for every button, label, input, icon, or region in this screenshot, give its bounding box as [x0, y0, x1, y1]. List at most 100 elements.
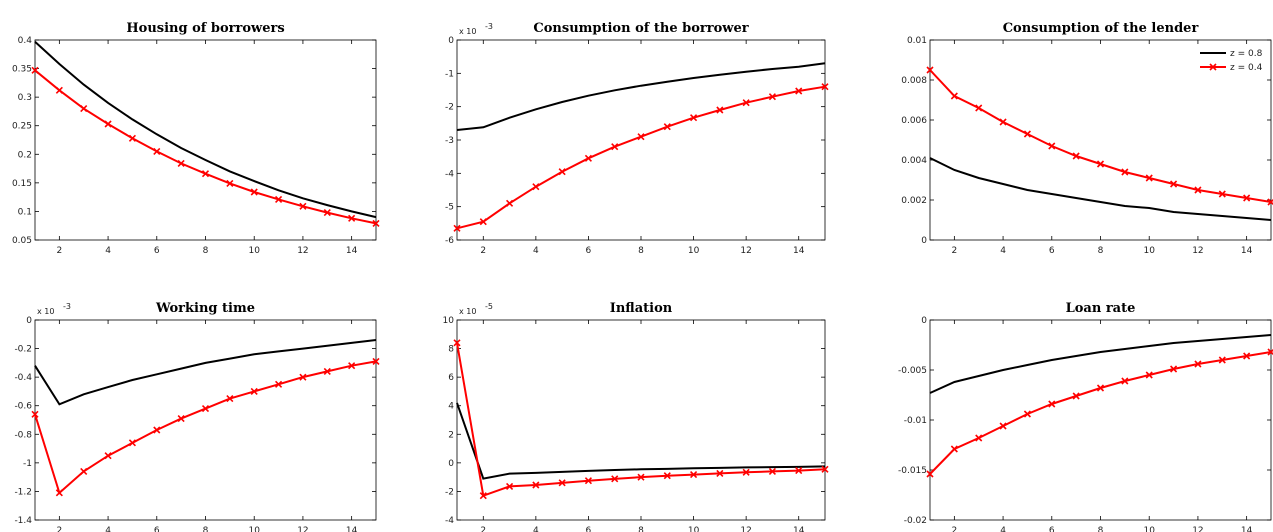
- data-point-marker: [1243, 194, 1251, 202]
- legend-label-1: z = 0.8: [1230, 49, 1263, 59]
- data-point-marker: [104, 452, 112, 460]
- chart-title: Inflation: [610, 301, 673, 316]
- x-tick-label: 14: [1241, 526, 1253, 532]
- x-tick-label: 10: [248, 246, 260, 256]
- y-tick-label: 0.01: [907, 36, 927, 46]
- y-tick-label: 10: [443, 316, 455, 326]
- series-line-1: [34, 339, 377, 406]
- data-point-marker: [31, 66, 39, 74]
- data-point-marker: [1023, 410, 1031, 418]
- x-tick-label: 2: [56, 246, 62, 256]
- data-point-marker: [1170, 365, 1178, 373]
- y-tick-label: 0.2: [18, 150, 32, 160]
- x-tick-label: 12: [1192, 246, 1203, 256]
- y-tick-label: -0.4: [14, 373, 32, 383]
- y-tick-label: -5: [445, 203, 454, 213]
- legend-label-2: z = 0.4: [1230, 63, 1263, 73]
- x-tick-label: 10: [1143, 246, 1155, 256]
- y-tick-label: 0.006: [901, 116, 927, 126]
- axis-multiplier: x 10: [459, 27, 476, 36]
- data-point-marker: [250, 188, 258, 196]
- x-tick-label: 14: [346, 246, 358, 256]
- chart-title: Housing of borrowers: [126, 21, 284, 36]
- data-point-marker: [1218, 190, 1226, 198]
- data-point-marker: [31, 410, 39, 418]
- data-point-marker: [690, 471, 698, 479]
- data-point-marker: [611, 475, 619, 483]
- data-point-marker: [506, 482, 514, 490]
- y-tick-label: -6: [445, 236, 454, 246]
- y-tick-label: -1: [23, 459, 32, 469]
- x-tick-label: 10: [1143, 526, 1155, 532]
- y-tick-label: 0: [921, 316, 927, 326]
- x-tick-label: 10: [248, 526, 260, 532]
- data-point-marker: [128, 439, 136, 447]
- y-tick-label: 0.35: [12, 65, 32, 75]
- y-tick-label: -1.2: [14, 487, 32, 497]
- x-tick-label: 2: [56, 526, 62, 532]
- data-point-marker: [999, 118, 1007, 126]
- x-tick-label: 14: [793, 246, 805, 256]
- data-point-marker: [226, 179, 234, 187]
- data-point-marker: [532, 481, 540, 489]
- data-point-marker: [153, 426, 161, 434]
- chart-title: Consumption of the borrower: [533, 21, 748, 36]
- data-point-marker: [1048, 400, 1056, 408]
- data-point-marker: [177, 159, 185, 167]
- y-tick-label: 0: [448, 36, 454, 46]
- legend-marker: [1209, 63, 1217, 71]
- y-tick-label: 0.05: [12, 236, 32, 246]
- y-tick-label: -4: [445, 516, 454, 526]
- data-point-marker: [532, 183, 540, 191]
- x-tick-label: 6: [1049, 526, 1055, 532]
- y-tick-label: -0.02: [904, 516, 927, 526]
- x-tick-label: 4: [105, 526, 111, 532]
- x-tick-label: 8: [638, 526, 644, 532]
- y-tick-label: -0.2: [14, 345, 32, 355]
- x-tick-label: 4: [105, 246, 111, 256]
- plot-frame: [456, 319, 826, 521]
- data-point-marker: [80, 105, 88, 113]
- data-point-marker: [999, 422, 1007, 430]
- y-tick-label: -2: [445, 487, 454, 497]
- legend-box: [1196, 44, 1267, 74]
- y-tick-label: 6: [448, 373, 454, 383]
- data-point-marker: [479, 492, 487, 500]
- data-point-marker: [201, 170, 210, 178]
- legend: z = 0.8 z = 0.4: [1196, 44, 1267, 74]
- data-point-marker: [55, 489, 63, 497]
- data-point-marker: [584, 154, 592, 162]
- data-point-marker: [1121, 377, 1129, 385]
- y-tick-label: -1: [445, 69, 454, 79]
- x-tick-label: 6: [586, 526, 592, 532]
- data-point-marker: [975, 104, 983, 112]
- x-tick-label: 12: [740, 526, 751, 532]
- y-tick-label: -4: [445, 169, 454, 179]
- data-point-marker: [975, 434, 983, 442]
- axis-multiplier: x 10: [459, 307, 476, 316]
- data-point-marker: [453, 224, 461, 232]
- y-tick-label: 0: [26, 316, 32, 326]
- x-tick-label: 6: [154, 246, 160, 256]
- data-point-marker: [716, 106, 724, 114]
- data-point-marker: [1194, 360, 1202, 368]
- chart-panel-4: Working time 2 4 6 8 10 12 14 -1.4 -1.2 -1 -0.8 -0.6…: [14, 301, 380, 532]
- data-point-marker: [584, 477, 592, 485]
- data-point-marker: [1267, 348, 1273, 356]
- chart-panel-3: Consumption of the lender 2 4 6 8 10 12 14 0 0.00…: [901, 21, 1273, 256]
- data-point-marker: [1170, 180, 1178, 188]
- series-line-2: [34, 69, 377, 225]
- data-point-marker: [453, 339, 461, 347]
- data-point-marker: [558, 168, 566, 176]
- x-tick-label: 6: [1049, 246, 1055, 256]
- data-point-marker: [742, 99, 750, 107]
- chart-panel-6: Loan rate 2 4 6 8 10 12 14 -0.02 -0.015 -0.01 -0.00…: [898, 301, 1273, 532]
- data-point-marker: [1145, 174, 1153, 182]
- data-point-marker: [1096, 384, 1105, 392]
- plot-frame: [929, 319, 1272, 521]
- series-line-1: [34, 40, 377, 219]
- x-tick-label: 8: [638, 246, 644, 256]
- data-point-marker: [926, 66, 934, 74]
- series-line-1: [929, 334, 1272, 394]
